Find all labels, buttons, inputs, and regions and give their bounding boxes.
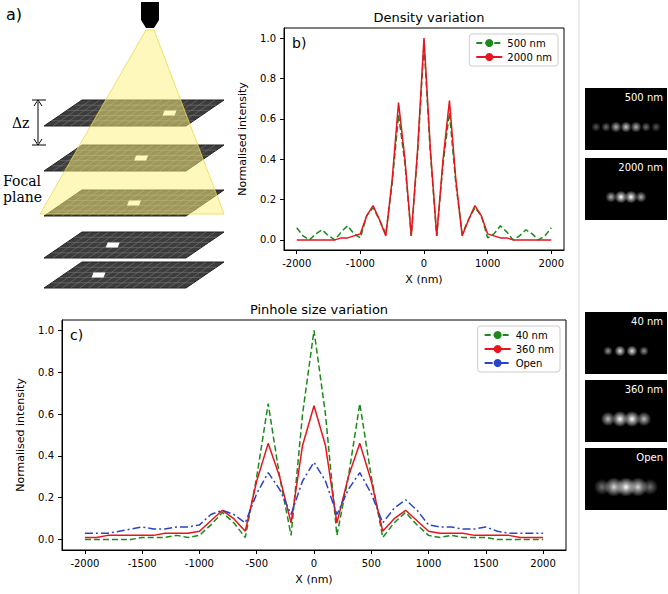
svg-text:X (nm): X (nm) — [405, 273, 442, 286]
svg-text:0.8: 0.8 — [38, 367, 54, 378]
svg-text:1.0: 1.0 — [38, 325, 54, 336]
svg-text:0.4: 0.4 — [260, 154, 276, 165]
svg-text:Normalised intensity: Normalised intensity — [236, 82, 249, 196]
svg-text:40 nm: 40 nm — [631, 316, 663, 327]
svg-text:1000: 1000 — [416, 558, 441, 569]
svg-text:40 nm: 40 nm — [516, 330, 548, 341]
svg-text:500 nm: 500 nm — [507, 38, 545, 49]
svg-text:Open: Open — [636, 452, 663, 463]
svg-text:0.8: 0.8 — [260, 73, 276, 84]
svg-text:0.6: 0.6 — [38, 409, 54, 420]
svg-text:360 nm: 360 nm — [625, 384, 663, 395]
svg-text:-500: -500 — [245, 558, 268, 569]
svg-text:Normalised intensity: Normalised intensity — [14, 378, 27, 492]
svg-text:2000 nm: 2000 nm — [507, 52, 552, 63]
svg-text:a): a) — [6, 5, 22, 24]
svg-text:1500: 1500 — [473, 558, 498, 569]
svg-text:500: 500 — [362, 558, 381, 569]
svg-text:c): c) — [70, 327, 83, 343]
svg-text:2000: 2000 — [539, 258, 564, 269]
svg-text:-2000: -2000 — [70, 558, 99, 569]
svg-text:0: 0 — [421, 258, 427, 269]
svg-text:-1000: -1000 — [346, 258, 375, 269]
svg-text:-1500: -1500 — [128, 558, 157, 569]
svg-text:2000: 2000 — [530, 558, 555, 569]
svg-text:X (nm): X (nm) — [295, 573, 332, 586]
svg-text:0.6: 0.6 — [260, 113, 276, 124]
svg-text:0.2: 0.2 — [260, 194, 276, 205]
svg-text:Density variation: Density variation — [373, 10, 484, 25]
svg-text:1.0: 1.0 — [260, 33, 276, 44]
svg-text:1000: 1000 — [475, 258, 500, 269]
svg-text:Open: Open — [516, 358, 543, 369]
svg-text:b): b) — [292, 35, 306, 51]
svg-text:0.0: 0.0 — [260, 234, 276, 245]
svg-text:2000 nm: 2000 nm — [618, 162, 663, 173]
svg-text:-1000: -1000 — [185, 558, 214, 569]
svg-text:0: 0 — [311, 558, 317, 569]
svg-text:0.2: 0.2 — [38, 492, 54, 503]
svg-text:Δz: Δz — [12, 115, 30, 131]
svg-text:-2000: -2000 — [282, 258, 311, 269]
svg-text:500 nm: 500 nm — [625, 92, 663, 103]
svg-text:360 nm: 360 nm — [516, 344, 554, 355]
svg-text:Pinhole size variation: Pinhole size variation — [250, 302, 388, 317]
svg-text:0.0: 0.0 — [38, 534, 54, 545]
svg-text:0.4: 0.4 — [38, 450, 54, 461]
svg-text:plane: plane — [3, 189, 42, 205]
svg-text:Focal: Focal — [3, 173, 42, 189]
